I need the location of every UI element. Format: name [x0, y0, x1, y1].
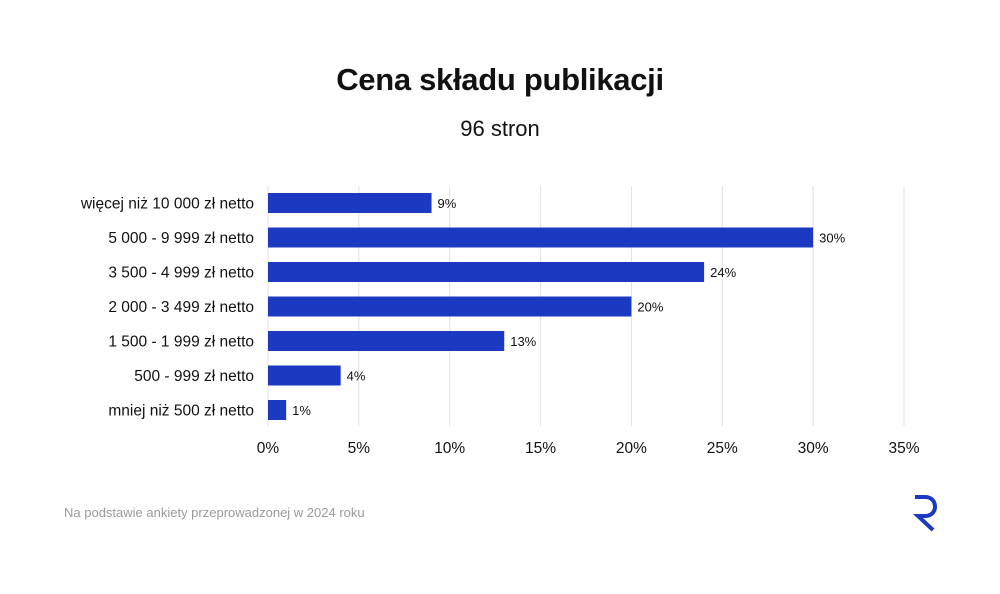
category-label: 500 - 999 zł netto: [134, 368, 254, 385]
x-tick-label: 30%: [798, 440, 829, 457]
x-axis-ticks: 0% 5% 10% 15% 20% 25% 30% 35%: [257, 440, 920, 457]
x-tick-label: 35%: [888, 440, 919, 457]
bar: [268, 331, 505, 351]
category-label: mniej niż 500 zł netto: [108, 403, 254, 420]
category-label: 5 000 - 9 999 zł netto: [108, 230, 254, 247]
data-label: 4%: [347, 369, 366, 384]
category-labels: więcej niż 10 000 zł netto 5 000 - 9 999 …: [80, 196, 254, 420]
bar-chart: 9% 30% 24% 20% 13% 4% 1% więcej niż 10 000 zł …: [80, 186, 920, 457]
x-tick-label: 15%: [525, 440, 556, 457]
data-label: 13%: [510, 334, 536, 349]
chart-title: Cena składu publikacji: [336, 62, 664, 97]
r-logo-icon: [912, 495, 938, 532]
bar: [268, 296, 632, 317]
bar: [268, 227, 814, 248]
x-tick-label: 0%: [257, 440, 280, 457]
x-tick-label: 5%: [348, 440, 371, 457]
bar: [268, 262, 705, 282]
x-tick-label: 25%: [707, 440, 738, 457]
data-label: 24%: [710, 265, 736, 280]
data-label: 1%: [292, 403, 311, 418]
bar: [268, 365, 341, 386]
bar: [268, 400, 287, 420]
category-label: 1 500 - 1 999 zł netto: [108, 334, 254, 351]
category-label: 3 500 - 4 999 zł netto: [108, 265, 254, 282]
category-label: 2 000 - 3 499 zł netto: [108, 299, 254, 316]
chart-subtitle: 96 stron: [460, 116, 540, 141]
data-label: 20%: [637, 300, 663, 315]
category-label: więcej niż 10 000 zł netto: [80, 196, 254, 213]
data-label: 9%: [438, 196, 457, 211]
x-tick-label: 20%: [616, 440, 647, 457]
x-tick-label: 10%: [434, 440, 465, 457]
bars: 9% 30% 24% 20% 13% 4% 1%: [268, 193, 846, 420]
data-label: 30%: [819, 231, 845, 246]
source-footnote: Na podstawie ankiety przeprowadzonej w 2…: [64, 505, 365, 520]
bar: [268, 193, 432, 213]
